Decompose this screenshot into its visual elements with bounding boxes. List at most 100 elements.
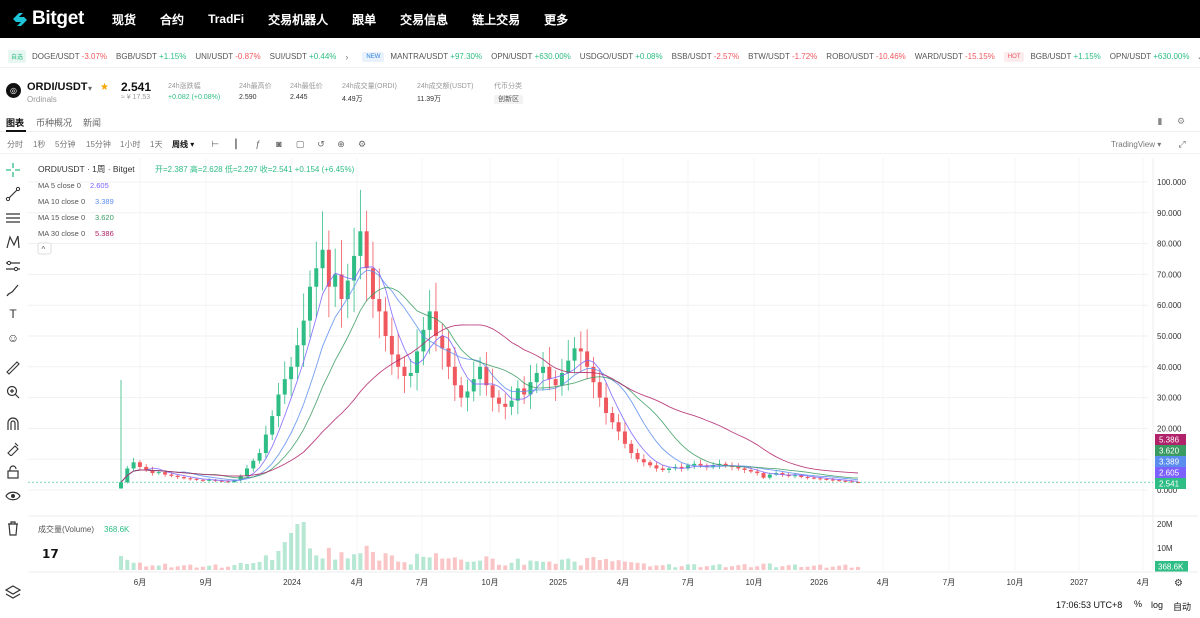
candle-body bbox=[282, 379, 287, 395]
ticker-item[interactable]: BTW/USDT -1.72% bbox=[748, 52, 817, 61]
candle-body bbox=[150, 469, 155, 474]
ticker-item[interactable]: BGB/USDT +1.15% bbox=[116, 52, 186, 61]
fib-lines-icon[interactable] bbox=[5, 210, 21, 226]
ticker-item[interactable]: SUI/USDT +0.44% bbox=[270, 52, 337, 61]
ticker-item[interactable]: BGB/USDT +1.15% bbox=[1030, 52, 1100, 61]
stat-24h-low: 24h最低价 2.445 bbox=[290, 81, 323, 101]
trendline-icon[interactable] bbox=[5, 186, 21, 202]
ticker-item[interactable]: DOGE/USDT -3.07% bbox=[32, 52, 107, 61]
volume-bar bbox=[421, 556, 426, 570]
crosshair-icon[interactable] bbox=[5, 162, 21, 178]
nav-onchain[interactable]: 链上交易 bbox=[472, 12, 521, 27]
tf-weekly[interactable]: 周线 ▾ bbox=[172, 140, 195, 149]
ticker-item[interactable]: OPN/USDT +630.00% bbox=[491, 52, 571, 61]
volume-bar bbox=[692, 564, 697, 570]
tf-1s[interactable]: 1秒 bbox=[33, 140, 46, 149]
ticker-item[interactable]: JELLYJELLY/USDT -3.59% bbox=[1199, 52, 1200, 61]
utc-clock[interactable]: 17:06:53 UTC+8 bbox=[1056, 600, 1123, 610]
eye-icon[interactable] bbox=[5, 488, 21, 504]
pattern-icon[interactable] bbox=[5, 234, 21, 250]
tf-1d[interactable]: 1天 bbox=[150, 140, 163, 149]
auto-scale-toggle[interactable]: 自动 bbox=[1173, 602, 1192, 612]
bitget-logo[interactable]: Bitget bbox=[10, 8, 84, 30]
tab-news[interactable]: 新闻 bbox=[83, 118, 102, 128]
volume-bar bbox=[137, 562, 142, 570]
fullscreen-icon[interactable]: ▢ bbox=[295, 139, 305, 149]
nav-copy-trading[interactable]: 跟单 bbox=[352, 12, 377, 27]
ticker-item[interactable]: MANTRA/USDT +97.30% bbox=[390, 52, 482, 61]
add-icon[interactable]: ⊕ bbox=[337, 139, 345, 149]
magnet-icon[interactable] bbox=[5, 416, 21, 432]
last-price: 2.541 bbox=[121, 80, 152, 94]
category-tag[interactable]: 创新区 bbox=[494, 95, 523, 104]
symbol-dropdown-icon[interactable]: ▾ bbox=[88, 84, 93, 93]
tradingview-dropdown[interactable]: TradingView ▾ bbox=[1111, 140, 1162, 149]
nav-trading-bots[interactable]: 交易机器人 bbox=[268, 12, 329, 27]
nav-trading-info[interactable]: 交易信息 bbox=[400, 12, 449, 27]
candle-type-icon[interactable]: ┃ bbox=[233, 139, 239, 149]
volume-tick-label: 10M bbox=[1157, 544, 1173, 553]
ticker-item[interactable]: OPN/USDT +630.00% bbox=[1110, 52, 1190, 61]
volume-bar bbox=[547, 561, 552, 570]
projection-icon[interactable] bbox=[5, 258, 21, 274]
candlestick-chart[interactable]: 100.000 90.000 80.000 70.000 60.000 50.000 40.… bbox=[28, 158, 1198, 596]
time-tick-label: 2026 bbox=[810, 578, 828, 587]
nav-tradfi[interactable]: TradFi bbox=[208, 12, 245, 26]
log-scale-toggle[interactable]: log bbox=[1151, 600, 1164, 610]
time-axis-settings-icon[interactable]: ⚙ bbox=[1174, 578, 1183, 589]
candle-body bbox=[559, 372, 564, 386]
candle-body bbox=[509, 400, 514, 407]
volume-bar bbox=[849, 567, 854, 570]
brush-icon[interactable] bbox=[5, 282, 21, 298]
emoji-icon[interactable]: ☺ bbox=[6, 331, 20, 345]
text-tool-icon[interactable]: T bbox=[9, 307, 17, 321]
volume-bar bbox=[465, 561, 470, 570]
stat-label: 代币分类 bbox=[494, 83, 522, 90]
tab-coin-overview[interactable]: 币种概况 bbox=[36, 118, 73, 128]
ticker-item[interactable]: UNI/USDT -0.87% bbox=[195, 52, 260, 61]
trash-icon[interactable] bbox=[5, 520, 21, 536]
candle-body bbox=[219, 480, 224, 482]
ticker-item[interactable]: USDGO/USDT +0.08% bbox=[580, 52, 663, 61]
ticker-item[interactable]: WARD/USDT -15.15% bbox=[915, 52, 995, 61]
ticker-next-arrow[interactable]: › bbox=[345, 51, 349, 62]
lock-icon[interactable] bbox=[5, 464, 21, 480]
lock-drawing-icon[interactable] bbox=[5, 440, 21, 457]
chart-settings-icon[interactable]: ⚙ bbox=[357, 139, 367, 149]
settings-gear-icon[interactable]: ⚙ bbox=[1176, 116, 1186, 126]
ruler-icon[interactable] bbox=[5, 360, 21, 376]
volume-bar bbox=[515, 558, 520, 570]
undo-icon[interactable]: ↺ bbox=[317, 139, 325, 149]
favorites-tag[interactable]: 自选 bbox=[8, 50, 27, 63]
symbol-pair[interactable]: ORDI/USDT bbox=[27, 81, 88, 93]
expand-icon[interactable]: ⤢ bbox=[1178, 139, 1186, 149]
nav-more[interactable]: 更多 bbox=[544, 12, 569, 27]
favorite-star-icon[interactable]: ★ bbox=[100, 82, 109, 93]
nav-futures[interactable]: 合约 bbox=[160, 12, 185, 27]
bar-style-icon[interactable]: ⊢ bbox=[211, 139, 219, 149]
candle-body bbox=[276, 394, 281, 417]
stat-24h-high: 24h最高价 2.590 bbox=[239, 81, 272, 101]
nav-spot[interactable]: 现货 bbox=[112, 12, 137, 27]
camera-icon[interactable]: ◙ bbox=[276, 139, 282, 149]
ticker-item[interactable]: BSB/USDT -2.57% bbox=[672, 52, 739, 61]
volume-bar bbox=[370, 552, 375, 570]
tf-5m[interactable]: 5分钟 bbox=[55, 140, 76, 149]
zoom-in-icon[interactable] bbox=[5, 384, 21, 400]
ticker-item[interactable]: ROBO/USDT -10.46% bbox=[826, 52, 905, 61]
volume-bar bbox=[333, 559, 338, 570]
volume-bar bbox=[415, 553, 420, 570]
tradingview-logo[interactable]: 𝟭𝟳 bbox=[42, 547, 59, 561]
volume-bar bbox=[125, 559, 130, 570]
tf-1h[interactable]: 1小时 bbox=[120, 140, 141, 149]
time-tick-label: 7月 bbox=[682, 578, 694, 587]
percent-scale-toggle[interactable]: % bbox=[1134, 599, 1143, 609]
candle-body bbox=[818, 478, 823, 480]
legend-collapse-button[interactable] bbox=[37, 242, 52, 255]
panel-icon[interactable]: ▮ bbox=[1157, 116, 1163, 126]
layers-icon[interactable] bbox=[4, 584, 22, 600]
tab-chart[interactable]: 图表 bbox=[6, 118, 25, 128]
tf-timeline[interactable]: 分时 bbox=[7, 140, 23, 149]
tf-15m[interactable]: 15分钟 bbox=[86, 140, 111, 149]
indicators-icon[interactable]: ƒ bbox=[255, 139, 261, 149]
